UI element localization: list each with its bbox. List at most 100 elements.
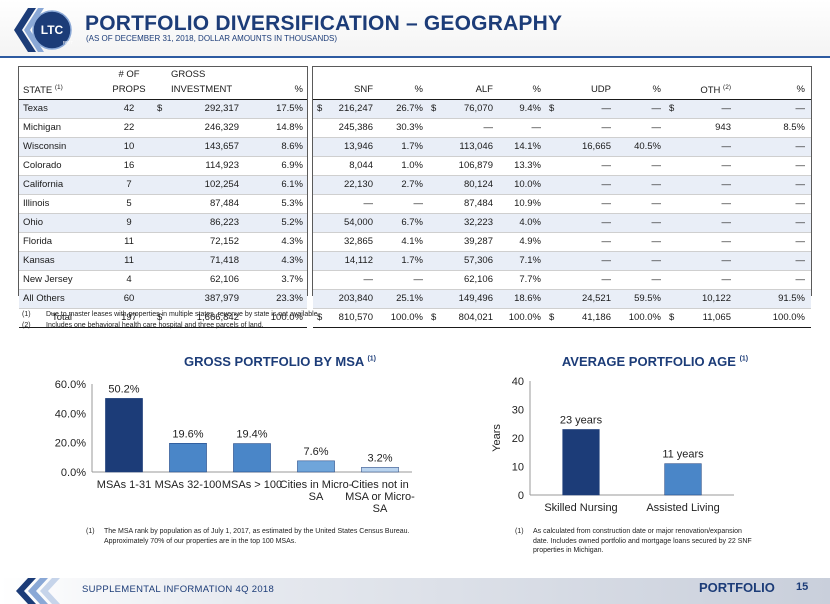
- oth-value-cell: —: [679, 137, 735, 157]
- state-cell: Michigan: [19, 118, 105, 138]
- gross-investment-cell: 114,923: [167, 156, 243, 176]
- gross-investment-cell: 72,152: [167, 232, 243, 252]
- oth-value-cell: —: [679, 270, 735, 290]
- gross-investment-cell: 71,418: [167, 251, 243, 271]
- snf-value-cell: 32,865: [327, 232, 377, 252]
- props-header-bottom: PROPS: [105, 81, 153, 100]
- udp-value-cell: 16,665: [559, 137, 615, 157]
- alf-pct-cell: 7.7%: [497, 270, 545, 290]
- data-label: 23 years: [560, 414, 603, 426]
- gross-pct-cell: 100.0%: [243, 307, 307, 328]
- oth-value-cell: —: [679, 213, 735, 233]
- udp-value-cell: —: [559, 99, 615, 119]
- oth-pct-cell: —: [735, 194, 811, 214]
- bar: [105, 398, 143, 473]
- currency-cell: [545, 175, 559, 195]
- ltc-logo: LTC REIT: [14, 8, 74, 52]
- gross-pct-cell: 5.2%: [243, 213, 307, 233]
- currency-cell: [665, 156, 679, 176]
- alf-value-cell: 87,484: [441, 194, 497, 214]
- alf-value-cell: 39,287: [441, 232, 497, 252]
- snf-value-cell: 8,044: [327, 156, 377, 176]
- snf-pct-header: %: [377, 81, 427, 100]
- props-cell: 42: [105, 99, 153, 119]
- table-footnote-1: (1) Due to master leases with properties …: [22, 311, 320, 318]
- snf-pct-cell: 1.7%: [377, 137, 427, 157]
- currency-cell: [427, 289, 441, 309]
- currency-cell: [665, 213, 679, 233]
- total-row: Total 197 $1,666,842 100.0%: [19, 307, 307, 328]
- snf-pct-cell: 100.0%: [377, 307, 427, 328]
- gross-pct-cell: 4.3%: [243, 251, 307, 271]
- snf-pct-cell: 26.7%: [377, 99, 427, 119]
- logo-subtext: REIT: [63, 40, 74, 45]
- gross-header-bottom: INVESTMENT: [167, 81, 243, 100]
- oth-pct-cell: 91.5%: [735, 289, 811, 309]
- props-cell: 22: [105, 118, 153, 138]
- currency-cell: [313, 118, 327, 138]
- data-label: 11 years: [662, 449, 704, 461]
- snf-pct-cell: 25.1%: [377, 289, 427, 309]
- snf-pct-cell: —: [377, 270, 427, 290]
- table-row: 54,000 6.7% 32,223 4.0% — — — —: [313, 213, 811, 233]
- page-number: 15: [796, 581, 809, 593]
- oth-pct-cell: 8.5%: [735, 118, 811, 138]
- gross-investment-cell: 62,106: [167, 270, 243, 290]
- currency-cell: [545, 213, 559, 233]
- oth-value-cell: —: [679, 175, 735, 195]
- currency-cell: [665, 232, 679, 252]
- state-cell: Ohio: [19, 213, 105, 233]
- currency-cell: [427, 213, 441, 233]
- alf-pct-cell: 10.9%: [497, 194, 545, 214]
- udp-pct-cell: 40.5%: [615, 137, 665, 157]
- bar: [297, 460, 335, 473]
- currency-cell: $: [545, 307, 559, 328]
- oth-value-cell: —: [679, 232, 735, 252]
- props-cell: 16: [105, 156, 153, 176]
- x-tick-label: MSAs 1-31: [97, 479, 151, 491]
- data-label: 7.6%: [303, 446, 328, 458]
- gross-pct-cell: 6.1%: [243, 175, 307, 195]
- snf-header: SNF: [327, 81, 377, 100]
- table-row: California 7 102,254 6.1%: [19, 175, 307, 195]
- state-cell: Colorado: [19, 156, 105, 176]
- table-row: Michigan 22 246,329 14.8%: [19, 118, 307, 138]
- props-cell: 4: [105, 270, 153, 290]
- gross-pct-cell: 8.6%: [243, 137, 307, 157]
- currency-cell: [313, 289, 327, 309]
- currency-cell: $: [313, 307, 327, 328]
- currency-cell: $: [313, 99, 327, 119]
- currency-cell: [313, 156, 327, 176]
- snf-value-cell: 13,946: [327, 137, 377, 157]
- state-cell: Illinois: [19, 194, 105, 214]
- alf-value-cell: 57,306: [441, 251, 497, 271]
- x-tick-label: SA: [309, 491, 324, 503]
- bar: [233, 443, 271, 473]
- alf-value-cell: 76,070: [441, 99, 497, 119]
- gross-pct-cell: 3.7%: [243, 270, 307, 290]
- currency-cell: [313, 213, 327, 233]
- snf-pct-cell: —: [377, 194, 427, 214]
- y-tick-label: 60.0%: [55, 379, 86, 391]
- udp-value-cell: —: [559, 156, 615, 176]
- props-header-top: # OF: [118, 68, 140, 80]
- oth-value-cell: 10,122: [679, 289, 735, 309]
- udp-value-cell: —: [559, 232, 615, 252]
- snf-value-cell: 810,570: [327, 307, 377, 328]
- footer-bar: [0, 578, 830, 604]
- oth-pct-cell: —: [735, 270, 811, 290]
- currency-cell: [665, 118, 679, 138]
- udp-value-cell: —: [559, 213, 615, 233]
- state-cell: California: [19, 175, 105, 195]
- table-row: Texas 42 $292,317 17.5%: [19, 99, 307, 119]
- oth-value-cell: —: [679, 156, 735, 176]
- currency-cell: [545, 156, 559, 176]
- alf-header: ALF: [441, 81, 497, 100]
- header-bar: [0, 0, 830, 58]
- x-tick-label: MSA or Micro-: [345, 491, 415, 503]
- oth-value-cell: 943: [679, 118, 735, 138]
- udp-value-cell: 24,521: [559, 289, 615, 309]
- table-row: Wisconsin 10 143,657 8.6%: [19, 137, 307, 157]
- alf-pct-cell: 9.4%: [497, 99, 545, 119]
- oth-pct-cell: —: [735, 175, 811, 195]
